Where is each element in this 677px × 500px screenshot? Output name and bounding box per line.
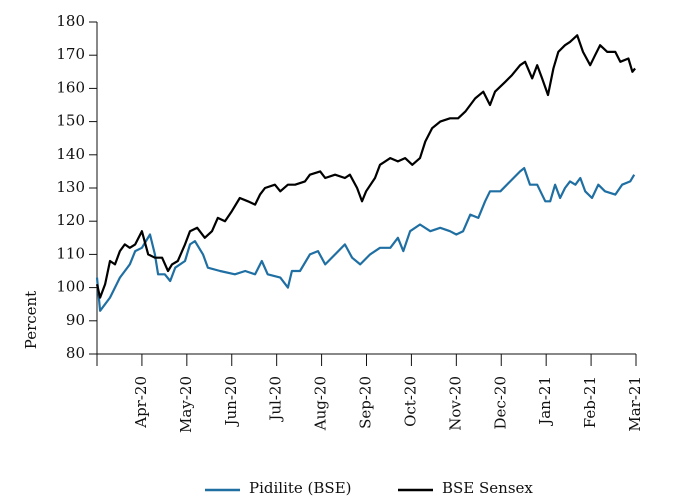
y-tick-label: 90 [66, 311, 85, 329]
y-tick-label: 180 [56, 12, 85, 30]
x-tick-label: Mar-21 [626, 376, 644, 432]
series-line [95, 167, 636, 312]
x-tick-label: Jan-21 [536, 376, 554, 427]
legend-label: Pidilite (BSE) [249, 479, 352, 497]
x-tick-label: Oct-20 [401, 376, 419, 427]
x-tick-label: Sep-20 [357, 376, 375, 429]
y-tick-label: 100 [56, 278, 85, 296]
x-tick-label: Jul-20 [267, 376, 285, 423]
y-tick-label: 150 [56, 112, 85, 130]
x-tick-label: Feb-21 [581, 376, 599, 428]
y-tick-label: 130 [56, 178, 85, 196]
x-tick-label: Jun-20 [222, 376, 240, 428]
x-tick-label: Aug-20 [312, 376, 330, 431]
x-tick-label: Apr-20 [132, 376, 150, 429]
y-tick-label: 140 [56, 145, 85, 163]
x-tick-label: Dec-20 [491, 376, 509, 429]
y-axis-label: Percent [22, 291, 40, 349]
x-tick-label: Nov-20 [446, 376, 464, 431]
y-tick-label: 80 [66, 344, 85, 362]
y-tick-label: 170 [56, 45, 85, 63]
y-tick-label: 160 [56, 78, 85, 96]
legend-label: BSE Sensex [442, 479, 533, 497]
y-tick-label: 120 [56, 211, 85, 229]
series-line [95, 34, 636, 299]
x-tick-label: May-20 [177, 376, 195, 433]
y-tick-label: 110 [56, 244, 85, 262]
